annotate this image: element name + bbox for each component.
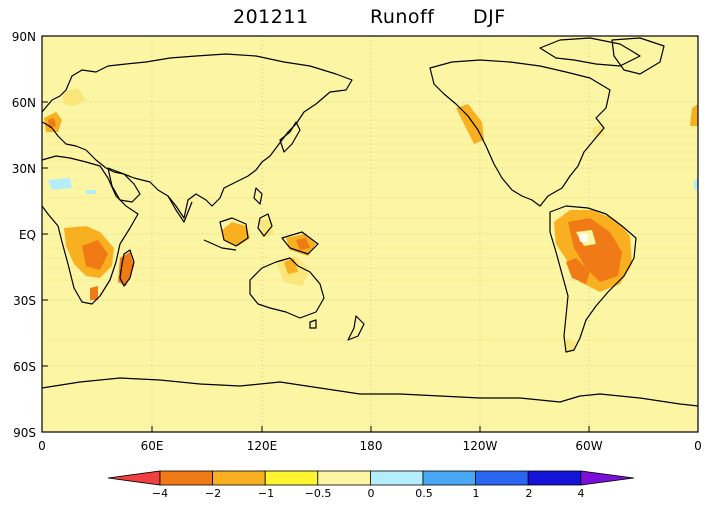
title-variable: Runoff	[370, 6, 435, 28]
title-season: DJF	[473, 6, 506, 28]
patch-europe-east-edge	[690, 104, 698, 126]
colorbar-label: −4	[152, 487, 168, 500]
patch-scandinavia	[62, 88, 86, 106]
patch-sahara-wet-edge	[694, 178, 698, 190]
title-date: 201211	[233, 6, 309, 28]
colorbar-segment	[159, 470, 213, 486]
colorbar	[107, 470, 635, 486]
patch-new-guinea-core	[296, 238, 310, 250]
lat-label: 30N	[12, 162, 36, 176]
colorbar-segment	[475, 470, 529, 486]
patch-andes-south	[566, 258, 590, 284]
colorbar-label: −2	[205, 487, 221, 500]
colorbar-arrow-high	[580, 470, 635, 486]
lon-label: 120E	[247, 439, 278, 453]
colorbar-segment	[317, 470, 371, 486]
grid-lines	[42, 36, 698, 432]
colorbar-segment	[422, 470, 476, 486]
lon-label: 0	[38, 439, 46, 453]
lat-label: 60S	[13, 360, 36, 374]
colorbar-segment	[264, 470, 319, 486]
colorbar-label: 4	[578, 487, 585, 500]
colorbar-label: 0	[368, 487, 375, 500]
lon-label: 180	[360, 439, 383, 453]
patch-amazon-white	[578, 234, 588, 242]
patch-borneo	[222, 222, 250, 246]
patch-europe-core	[48, 118, 56, 128]
lat-label: 90N	[12, 30, 36, 44]
patch-patagonia	[566, 338, 576, 352]
lon-label: 0	[694, 439, 702, 453]
patch-northeast-america	[592, 124, 604, 136]
chart-title: 201211 Runoff DJF	[0, 6, 712, 34]
colorbar-segment	[369, 470, 424, 486]
colorbar-arrow-low	[107, 470, 161, 486]
patch-pacific-northwest	[456, 104, 484, 144]
lon-label: 60W	[575, 439, 602, 453]
lat-label: 60N	[12, 96, 36, 110]
patch-south-africa	[90, 286, 98, 300]
lon-labels: 0 60E 120E 180 120W 60W 0	[38, 439, 702, 453]
patch-sahara-wet	[48, 178, 72, 190]
colorbar-segment	[527, 470, 582, 486]
colorbar-label: −1	[258, 487, 274, 500]
colorbar-labels: −4 −2 −1 −0.5 0 0.5 1 2 4	[152, 487, 585, 500]
coastlines	[41, 37, 699, 407]
runoff-patches	[44, 88, 698, 352]
patch-africa-wet-2	[86, 190, 96, 194]
colorbar-label: 2	[526, 487, 533, 500]
lat-labels: 90N 60N 30N EQ 30S 60S 90S	[12, 30, 36, 440]
lon-label: 60E	[141, 439, 164, 453]
patch-madagascar	[118, 252, 134, 286]
tick-marks	[42, 35, 699, 433]
lat-label: EQ	[19, 228, 36, 242]
lat-label: 90S	[13, 426, 36, 440]
colorbar-label: 0.5	[415, 487, 433, 500]
lon-label: 120W	[463, 439, 498, 453]
lat-label: 30S	[13, 294, 36, 308]
patch-southern-africa-core	[82, 240, 108, 270]
colorbar-label: −0.5	[305, 487, 332, 500]
colorbar-label: 1	[473, 487, 480, 500]
colorbar-segment	[212, 470, 266, 486]
